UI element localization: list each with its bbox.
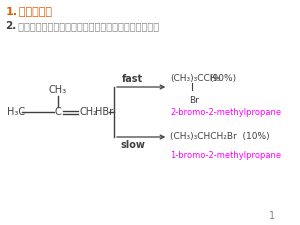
Text: (CH₃)₃CCH₃: (CH₃)₃CCH₃ — [170, 74, 220, 83]
Text: fast: fast — [122, 74, 143, 84]
Text: (90%): (90%) — [209, 74, 236, 83]
Text: 2-bromo-2-methylpropane: 2-bromo-2-methylpropane — [170, 108, 281, 117]
Text: slow: slow — [120, 140, 145, 150]
Text: Br: Br — [189, 96, 199, 105]
Text: 2.: 2. — [6, 21, 17, 31]
Text: C: C — [55, 107, 61, 117]
Text: 在不对称烯烃的加成中，氢总是加在含氢较多的碳上。: 在不对称烯烃的加成中，氢总是加在含氢较多的碳上。 — [15, 21, 159, 31]
Text: 1.: 1. — [6, 7, 18, 17]
Text: HBr: HBr — [95, 107, 113, 117]
Text: CH₃: CH₃ — [49, 85, 67, 95]
Text: (CH₃)₃CHCH₂Br  (10%): (CH₃)₃CHCH₂Br (10%) — [170, 133, 270, 142]
Text: 1: 1 — [268, 211, 275, 221]
Text: H₃C: H₃C — [8, 107, 26, 117]
Text: CH₂: CH₂ — [80, 107, 98, 117]
Text: 1-bromo-2-methylpropane: 1-bromo-2-methylpropane — [170, 151, 281, 160]
Text: 马氏规则；: 马氏规则； — [15, 7, 52, 17]
